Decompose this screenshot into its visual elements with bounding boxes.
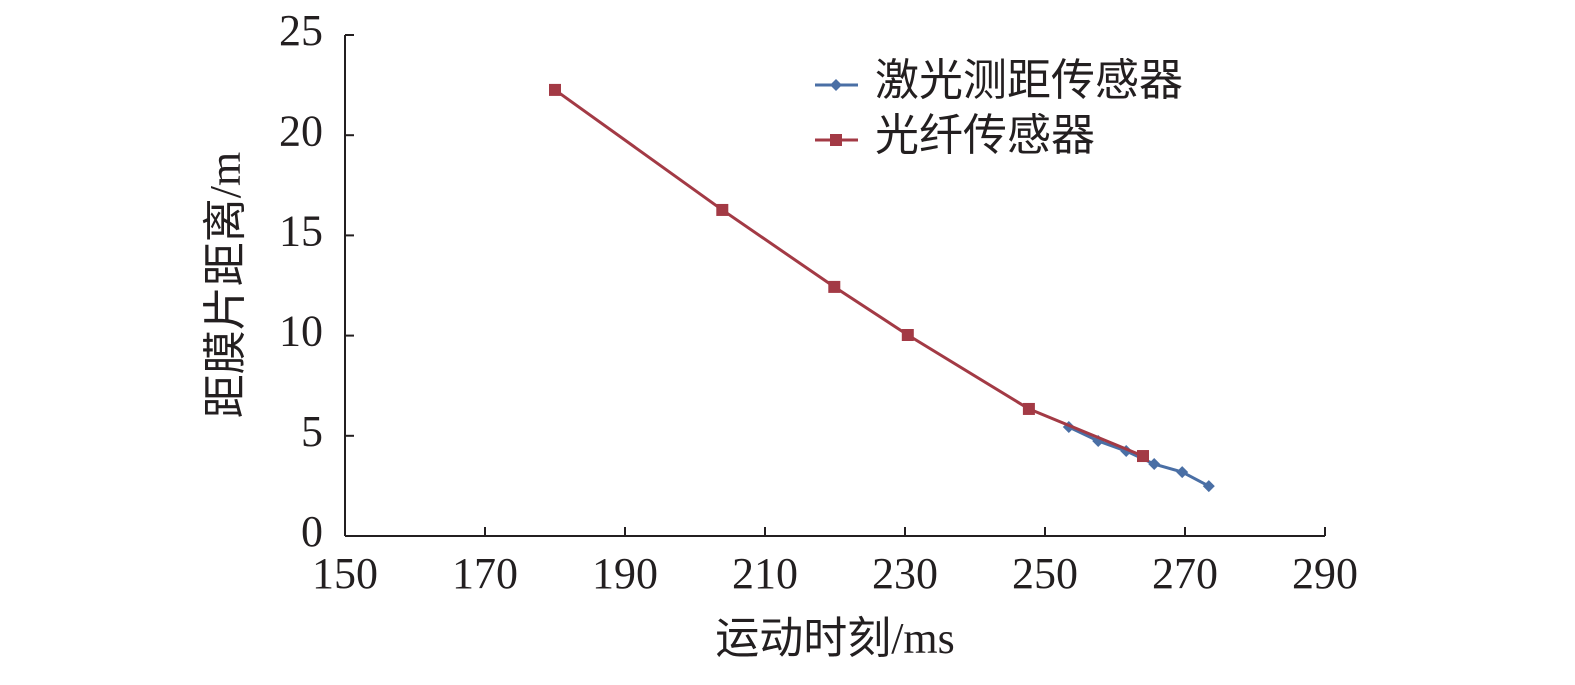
x-tick-label: 290 [1292,549,1358,598]
legend-label: 激光测距传感器 [875,56,1183,105]
x-tick-label: 230 [872,549,938,598]
legend-marker [830,79,842,91]
y-tick-label: 20 [279,106,323,155]
legend-marker [830,134,842,146]
x-tick-label: 170 [452,549,518,598]
data-point [1148,458,1161,471]
x-tick-label: 210 [732,549,798,598]
x-tick-label: 150 [312,549,378,598]
data-point [1202,480,1215,493]
y-tick-label: 10 [279,307,323,356]
x-tick-label: 270 [1152,549,1218,598]
data-point [549,83,561,96]
data-point [828,280,841,293]
y-tick-label: 5 [301,407,323,456]
y-tick-label: 25 [279,6,323,55]
y-tick-label: 0 [301,507,323,556]
data-point [901,328,914,341]
legend-label: 光纤传感器 [875,111,1095,160]
x-axis-title: 运动时刻/ms [715,614,955,663]
series-line [554,88,1144,458]
y-axis-title: 距膜片距离/m [201,152,250,418]
x-tick-label: 190 [592,549,658,598]
data-point [1176,466,1189,479]
data-point [716,203,729,216]
data-point [1022,402,1035,415]
data-point [1137,450,1149,463]
y-tick-label: 15 [279,206,323,255]
x-tick-label: 250 [1012,549,1078,598]
